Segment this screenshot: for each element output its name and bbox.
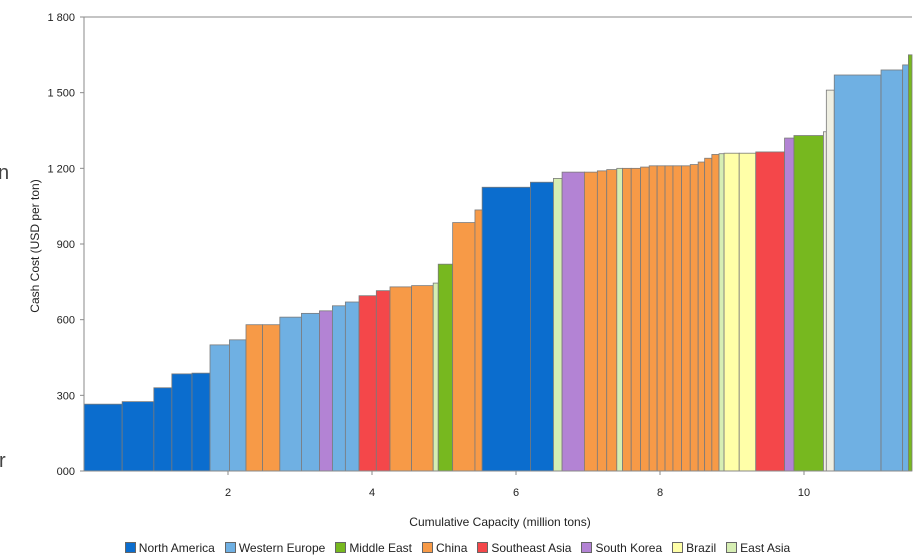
bar-4 bbox=[171, 373, 193, 472]
ticks-layer: 000 300 600 900 1 200 1 500 1 800 2 4 6 8 10 bbox=[47, 12, 810, 499]
legend-swatch bbox=[477, 542, 489, 553]
bar-12 bbox=[319, 310, 333, 472]
bar-51 bbox=[833, 74, 882, 472]
bars-layer bbox=[83, 54, 913, 472]
bar-20 bbox=[437, 263, 454, 472]
bar-30 bbox=[616, 167, 623, 472]
bar-14 bbox=[344, 301, 360, 472]
bar-31 bbox=[622, 167, 632, 472]
bar-6 bbox=[209, 344, 230, 472]
legend-item: China bbox=[422, 541, 467, 555]
bar-27 bbox=[584, 171, 598, 472]
bar-9 bbox=[262, 324, 281, 472]
legend-label: China bbox=[436, 540, 468, 555]
legend-item: Southeast Asia bbox=[477, 541, 571, 555]
y-tick-label: 600 bbox=[57, 315, 75, 327]
bar-21 bbox=[452, 222, 476, 472]
bar-40 bbox=[697, 161, 706, 472]
chart-legend: North America Western Europe Middle East Ch… bbox=[0, 540, 915, 555]
bar-19 bbox=[432, 282, 439, 472]
legend-item: South Korea bbox=[581, 541, 662, 555]
bar-36 bbox=[664, 165, 674, 472]
bar-43 bbox=[718, 153, 725, 472]
legend-item: Western Europe bbox=[224, 540, 326, 555]
bar-37 bbox=[672, 165, 683, 472]
x-tick-label: 2 bbox=[225, 487, 231, 499]
bar-44 bbox=[723, 152, 740, 472]
x-tick-label: 10 bbox=[798, 487, 810, 499]
bar-46 bbox=[755, 151, 785, 472]
x-tick-label: 4 bbox=[369, 487, 375, 499]
bar-26 bbox=[561, 171, 585, 472]
legend-item: North America bbox=[124, 540, 215, 555]
bar-52 bbox=[880, 69, 904, 472]
legend-label: Brazil bbox=[686, 540, 717, 555]
legend-swatch bbox=[124, 542, 136, 553]
bar-41 bbox=[704, 157, 713, 472]
legend-label: Southeast Asia bbox=[491, 540, 572, 555]
bar-47 bbox=[784, 137, 795, 472]
bar-45 bbox=[738, 152, 757, 472]
bar-49 bbox=[823, 131, 827, 472]
y-tick-label: 1 800 bbox=[47, 12, 75, 24]
bar-22 bbox=[474, 209, 483, 472]
y-tick-label: 000 bbox=[57, 466, 75, 478]
y-axis-title: Cash Cost (USD per ton) bbox=[28, 179, 42, 312]
bar-39 bbox=[689, 164, 699, 472]
bar-11 bbox=[301, 312, 320, 472]
bar-35 bbox=[656, 165, 666, 472]
bar-34 bbox=[648, 165, 658, 472]
cropped-text-left-top: n bbox=[0, 162, 10, 184]
legend-item: Brazil bbox=[672, 541, 716, 555]
legend-swatch bbox=[581, 542, 593, 553]
x-axis-title: Cumulative Capacity (million tons) bbox=[409, 515, 590, 529]
legend-label: South Korea bbox=[595, 540, 663, 555]
bar-15 bbox=[358, 295, 377, 472]
bar-16 bbox=[375, 290, 391, 472]
bar-29 bbox=[606, 169, 618, 472]
bar-1 bbox=[83, 403, 123, 472]
bar-13 bbox=[331, 305, 346, 472]
axes-layer bbox=[80, 16, 912, 475]
bar-5 bbox=[191, 372, 211, 472]
bar-10 bbox=[279, 316, 302, 472]
y-tick-label: 900 bbox=[57, 239, 75, 251]
bar-38 bbox=[681, 165, 691, 472]
bar-23 bbox=[481, 186, 531, 472]
bar-18 bbox=[411, 285, 434, 472]
bar-2 bbox=[121, 401, 155, 472]
x-tick-label: 8 bbox=[657, 487, 663, 499]
legend-swatch bbox=[422, 542, 434, 553]
bar-3 bbox=[153, 387, 173, 472]
bar-7 bbox=[229, 339, 247, 472]
legend-swatch bbox=[672, 542, 684, 553]
bar-33 bbox=[640, 166, 650, 472]
bar-53 bbox=[902, 64, 909, 472]
legend-item: East Asia bbox=[726, 541, 790, 555]
bar-28 bbox=[596, 170, 608, 472]
bar-54 bbox=[908, 54, 913, 472]
y-tick-label: 1 200 bbox=[47, 163, 75, 175]
bar-24 bbox=[530, 181, 554, 472]
legend-label: Middle East bbox=[349, 540, 413, 555]
bar-50 bbox=[825, 89, 835, 472]
bar-17 bbox=[389, 286, 413, 472]
legend-label: Western Europe bbox=[238, 540, 326, 555]
legend-label: North America bbox=[138, 540, 215, 555]
bar-48 bbox=[793, 135, 824, 472]
legend-swatch bbox=[726, 542, 738, 553]
legend-swatch bbox=[224, 542, 236, 553]
y-tick-label: 1 500 bbox=[47, 88, 75, 100]
legend-swatch bbox=[335, 542, 347, 553]
bar-32 bbox=[630, 167, 641, 472]
legend-item: Middle East bbox=[335, 541, 412, 555]
y-tick-label: 300 bbox=[57, 390, 75, 402]
x-tick-label: 6 bbox=[513, 487, 519, 499]
bar-42 bbox=[711, 154, 720, 472]
cropped-text-left-bottom: r bbox=[0, 450, 6, 472]
bar-25 bbox=[553, 178, 563, 472]
legend-label: East Asia bbox=[740, 540, 791, 555]
bar-8 bbox=[245, 324, 263, 472]
